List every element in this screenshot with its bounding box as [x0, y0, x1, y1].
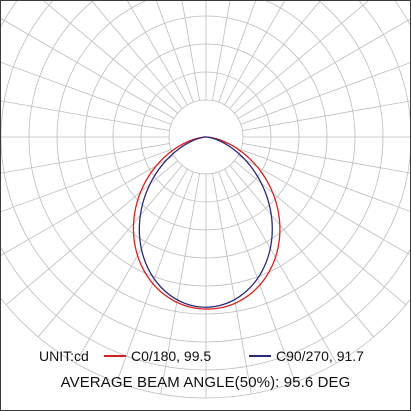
grid-spoke — [237, 18, 410, 119]
grid-spoke — [234, 160, 407, 306]
grid-spoke — [116, 171, 194, 383]
grid-spoke — [156, 1, 194, 103]
grid-spoke — [37, 165, 183, 338]
average-beam-angle-text: AVERAGE BEAM ANGLE(50%): 95.6 DEG — [60, 374, 351, 391]
grid-spoke — [1, 61, 172, 125]
legend-swatch-c90-270 — [249, 355, 271, 357]
legend: UNIT:cd C0/180, 99.5 C90/270, 91.7 — [1, 345, 410, 367]
grid-ring — [1, 1, 410, 343]
grid-spoke — [212, 1, 231, 101]
grid-spoke — [75, 168, 188, 364]
grid-spoke — [229, 1, 321, 109]
grid-spoke — [229, 165, 375, 338]
legend-label-c90-270: C90/270, 91.7 — [276, 348, 364, 364]
grid-spoke — [127, 1, 188, 106]
grid-spoke — [1, 143, 170, 174]
intensity-curve-c90-270 — [138, 136, 273, 308]
intensity-curve-c0-180 — [132, 136, 281, 310]
grid-spoke — [224, 1, 285, 106]
grid-spoke — [242, 100, 410, 131]
grid-spoke — [212, 173, 252, 395]
grid-spoke — [1, 149, 172, 213]
grid-spoke — [237, 155, 410, 256]
intensity-curves — [132, 136, 281, 310]
grid-spoke — [224, 168, 337, 364]
grid-spoke — [218, 171, 296, 383]
grid-spoke — [91, 1, 183, 109]
grid-spoke — [1, 18, 175, 119]
legend-swatch-c0-180 — [104, 355, 126, 357]
grid-spoke — [234, 1, 369, 114]
polar-grid — [1, 1, 410, 399]
grid-spoke — [1, 100, 170, 131]
unit-label: UNIT:cd — [39, 348, 89, 364]
legend-label-c0-180: C0/180, 99.5 — [131, 348, 212, 364]
grid-ring — [1, 297, 410, 399]
grid-spoke — [218, 1, 256, 103]
grid-spoke — [160, 173, 200, 395]
grid-spoke — [1, 155, 175, 256]
grid-spoke — [242, 143, 410, 174]
grid-spoke — [43, 1, 178, 114]
grid-ring — [1, 1, 410, 371]
grid-spoke — [240, 62, 410, 125]
grid-spoke — [240, 149, 410, 212]
grid-spoke — [181, 1, 200, 101]
